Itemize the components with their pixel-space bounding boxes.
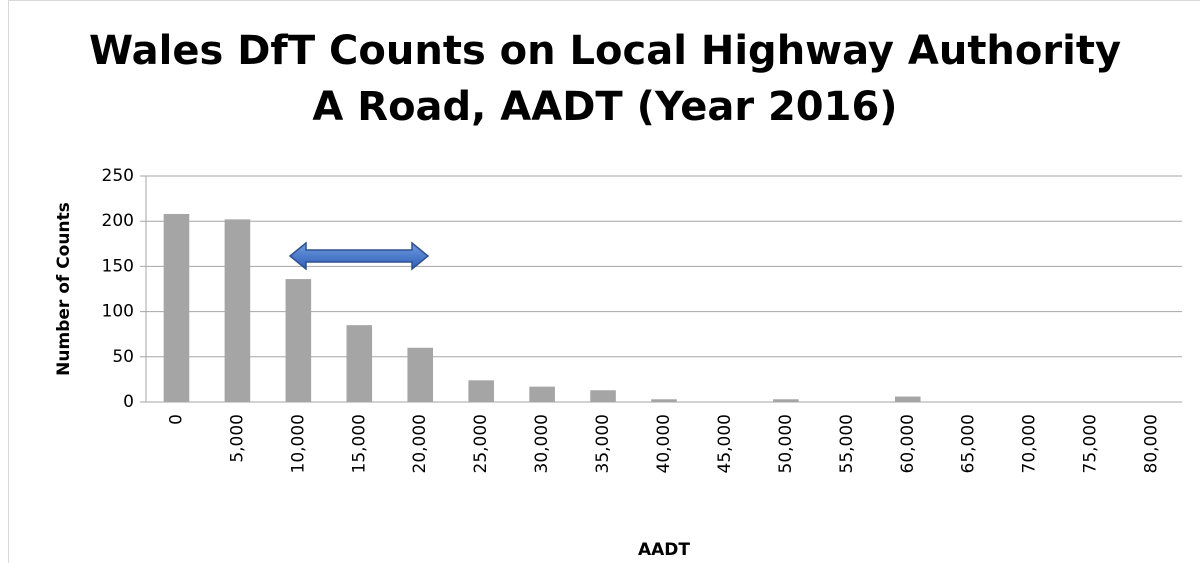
chart-title: Wales DfT Counts on Local Highway Author…	[89, 28, 1121, 74]
bar	[285, 279, 312, 402]
y-axis-label: Number of Counts	[54, 202, 74, 376]
x-tick-label: 15,000	[349, 414, 369, 473]
bar	[773, 399, 799, 402]
x-tick-label: 25,000	[471, 414, 491, 473]
y-tick-label: 0	[123, 392, 134, 412]
x-tick-label: 0	[166, 414, 186, 425]
x-tick-label: 75,000	[1081, 414, 1101, 473]
x-tick-label: 55,000	[837, 414, 857, 473]
bar	[163, 213, 190, 402]
x-axis-label: AADT	[638, 540, 690, 560]
x-tick-label: 5,000	[227, 414, 247, 463]
bar	[468, 380, 494, 402]
x-tick-label: 40,000	[654, 414, 674, 473]
chart-title: A Road, AADT (Year 2016)	[312, 84, 897, 130]
chart-border	[8, 0, 1200, 563]
y-tick-label: 50	[112, 347, 134, 367]
y-tick-label: 150	[102, 256, 134, 276]
bar	[224, 219, 251, 402]
bar	[894, 396, 921, 402]
bar	[529, 386, 555, 402]
bar	[651, 399, 677, 402]
bar	[407, 347, 434, 402]
y-tick-label: 200	[102, 211, 134, 231]
x-tick-label: 80,000	[1142, 414, 1162, 473]
bar	[346, 325, 373, 402]
x-tick-label: 20,000	[410, 414, 430, 473]
y-tick-label: 250	[102, 166, 134, 186]
bar	[590, 390, 616, 402]
y-tick-label: 100	[102, 302, 134, 322]
x-tick-label: 65,000	[959, 414, 979, 473]
x-tick-label: 50,000	[776, 414, 796, 473]
x-tick-label: 35,000	[593, 414, 613, 473]
x-tick-label: 10,000	[288, 414, 308, 473]
plot-area: 0 50 100 150 200 250 0 5,000 10,000 15,000 20,000 2…	[102, 166, 1182, 473]
x-tick-label: 45,000	[715, 414, 735, 473]
x-tick-label: 70,000	[1020, 414, 1040, 473]
range-arrow	[288, 241, 430, 271]
x-tick-label: 30,000	[532, 414, 552, 473]
x-tick-label: 60,000	[898, 414, 918, 473]
